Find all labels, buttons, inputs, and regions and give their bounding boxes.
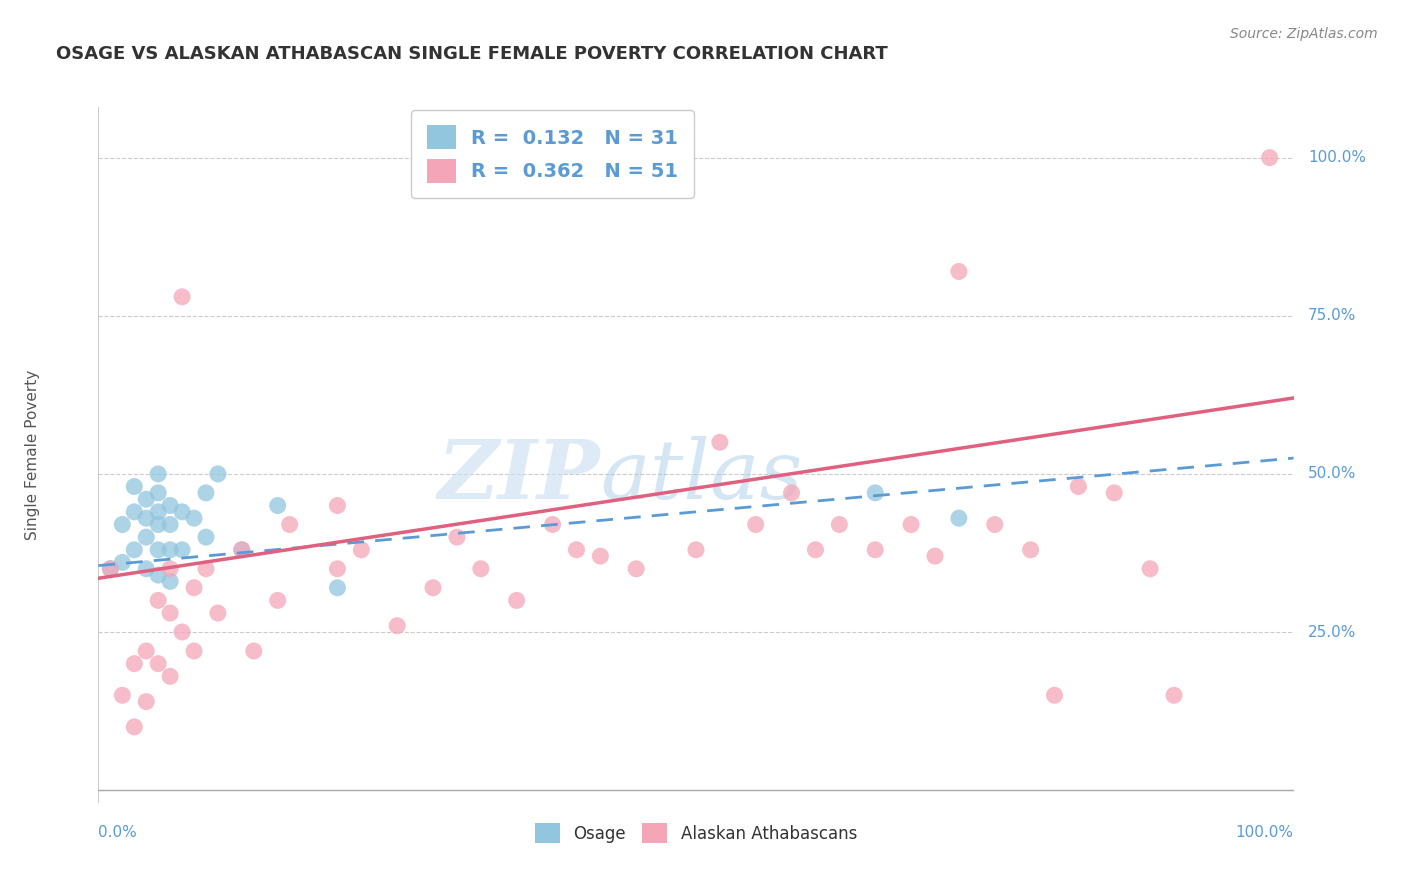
Point xyxy=(267,499,290,513)
Point xyxy=(183,644,205,658)
Point xyxy=(326,499,349,513)
Point xyxy=(948,511,970,525)
Point xyxy=(159,669,181,683)
Text: Source: ZipAtlas.com: Source: ZipAtlas.com xyxy=(1230,27,1378,41)
Legend: Osage, Alaskan Athabascans: Osage, Alaskan Athabascans xyxy=(529,816,863,850)
Point xyxy=(1258,151,1281,165)
Point xyxy=(278,517,301,532)
Point xyxy=(172,505,194,519)
Point xyxy=(159,517,181,532)
Point xyxy=(924,549,946,563)
Point xyxy=(135,695,157,709)
Point xyxy=(159,574,181,589)
Point xyxy=(745,517,768,532)
Point xyxy=(148,505,170,519)
Text: 50.0%: 50.0% xyxy=(1308,467,1357,482)
Point xyxy=(159,606,181,620)
Point xyxy=(1019,542,1042,557)
Point xyxy=(148,593,170,607)
Point xyxy=(135,511,157,525)
Point xyxy=(159,499,181,513)
Point xyxy=(135,492,157,507)
Point xyxy=(780,486,803,500)
Point xyxy=(385,618,409,632)
Point xyxy=(124,479,146,493)
Point xyxy=(422,581,444,595)
Point xyxy=(148,568,170,582)
Point xyxy=(124,505,146,519)
Point xyxy=(1104,486,1126,500)
Point xyxy=(148,467,170,481)
Point xyxy=(865,542,887,557)
Point xyxy=(231,542,253,557)
Point xyxy=(172,625,194,640)
Point xyxy=(98,562,122,576)
Point xyxy=(148,486,170,500)
Point xyxy=(900,517,922,532)
Point xyxy=(124,657,146,671)
Point xyxy=(148,657,170,671)
Point xyxy=(589,549,612,563)
Point xyxy=(135,562,157,576)
Point xyxy=(207,467,229,481)
Point xyxy=(865,486,887,500)
Point xyxy=(231,542,253,557)
Point xyxy=(267,593,290,607)
Point xyxy=(326,581,349,595)
Point xyxy=(1067,479,1090,493)
Point xyxy=(326,562,349,576)
Point xyxy=(1163,688,1185,702)
Text: ZIP: ZIP xyxy=(437,436,600,516)
Point xyxy=(148,517,170,532)
Point xyxy=(135,530,157,544)
Point xyxy=(124,542,146,557)
Text: atlas: atlas xyxy=(600,436,803,516)
Point xyxy=(804,542,827,557)
Point xyxy=(207,606,229,620)
Point xyxy=(565,542,588,557)
Point xyxy=(948,264,970,278)
Point xyxy=(124,720,146,734)
Point xyxy=(183,511,205,525)
Point xyxy=(148,542,170,557)
Point xyxy=(195,530,218,544)
Point xyxy=(172,290,194,304)
Point xyxy=(111,517,134,532)
Point xyxy=(1043,688,1066,702)
Text: 0.0%: 0.0% xyxy=(98,825,138,840)
Point xyxy=(685,542,707,557)
Point xyxy=(243,644,266,658)
Point xyxy=(1139,562,1161,576)
Point xyxy=(159,562,181,576)
Text: 100.0%: 100.0% xyxy=(1236,825,1294,840)
Text: 25.0%: 25.0% xyxy=(1308,624,1357,640)
Point xyxy=(111,556,134,570)
Point xyxy=(135,644,157,658)
Text: OSAGE VS ALASKAN ATHABASCAN SINGLE FEMALE POVERTY CORRELATION CHART: OSAGE VS ALASKAN ATHABASCAN SINGLE FEMAL… xyxy=(56,45,889,62)
Text: Single Female Poverty: Single Female Poverty xyxy=(25,370,41,540)
Point xyxy=(506,593,529,607)
Point xyxy=(195,562,218,576)
Point xyxy=(984,517,1007,532)
Point xyxy=(541,517,564,532)
Point xyxy=(626,562,648,576)
Text: 100.0%: 100.0% xyxy=(1308,150,1365,165)
Point xyxy=(111,688,134,702)
Point xyxy=(350,542,373,557)
Point xyxy=(828,517,851,532)
Point xyxy=(98,562,122,576)
Text: 75.0%: 75.0% xyxy=(1308,309,1357,323)
Point xyxy=(183,581,205,595)
Point xyxy=(172,542,194,557)
Point xyxy=(709,435,731,450)
Point xyxy=(470,562,492,576)
Point xyxy=(446,530,468,544)
Point xyxy=(195,486,218,500)
Point xyxy=(159,542,181,557)
